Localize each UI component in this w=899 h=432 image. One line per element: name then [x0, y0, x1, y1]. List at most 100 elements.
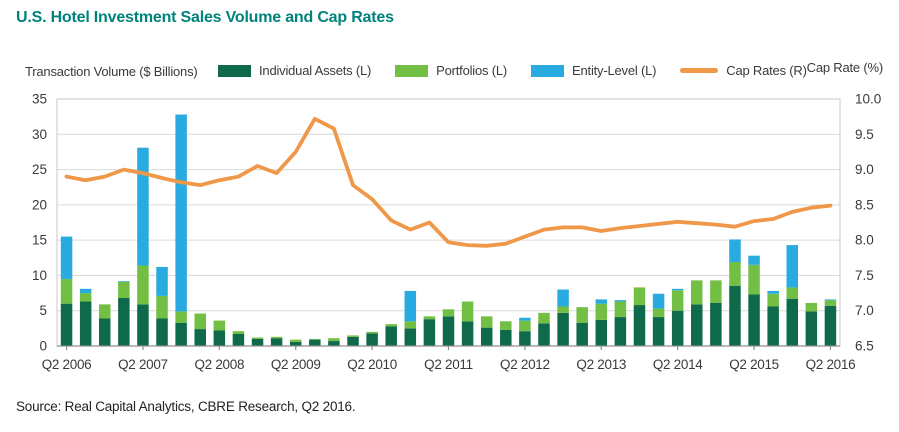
left-axis-tick-label: 30 — [32, 127, 47, 142]
bar-segment — [652, 317, 665, 346]
bar-segment — [213, 330, 226, 346]
bar-segment — [328, 338, 340, 342]
bar-segment — [500, 321, 512, 330]
bar-segment — [538, 312, 550, 324]
bar-segment — [748, 294, 760, 346]
source-note: Source: Real Capital Analytics, CBRE Res… — [16, 399, 356, 414]
bar-segment — [729, 286, 741, 346]
bar-segment — [213, 320, 226, 331]
bar-segment — [232, 331, 245, 335]
left-axis-tick-label: 0 — [39, 339, 47, 354]
bar-segment — [538, 323, 550, 346]
bar-segment — [289, 339, 302, 342]
bar-segment — [614, 300, 627, 302]
right-axis-tick-label: 9.5 — [855, 127, 874, 142]
bar-segment — [557, 289, 569, 307]
bar-segment — [519, 331, 531, 346]
bar-segment — [710, 280, 722, 303]
bar-segment — [118, 281, 130, 282]
legend-swatch-icon — [680, 68, 719, 73]
bar-segment — [270, 338, 283, 346]
bar-segment — [824, 300, 837, 306]
bar-segment — [748, 264, 760, 295]
bar-segment — [156, 318, 168, 346]
bar-segment — [347, 335, 359, 337]
bar-segment — [194, 329, 206, 346]
left-axis-tick-label: 5 — [39, 303, 47, 318]
bar-segment — [137, 265, 149, 305]
bar-segment — [118, 298, 130, 346]
bar-segment — [309, 338, 321, 340]
bar-segment — [366, 331, 378, 334]
bar-segment — [595, 299, 608, 304]
x-tick-label: Q2 2015 — [729, 357, 779, 372]
bar-segment — [652, 293, 665, 309]
x-tick-label: Q2 2013 — [576, 357, 626, 372]
bar-segment — [156, 266, 168, 296]
bar-segment — [79, 293, 92, 302]
bar-segment — [786, 245, 799, 288]
bar-segment — [576, 322, 588, 346]
bar-segment — [79, 288, 92, 294]
legend: Individual Assets (L) Portfolios (L) Entit… — [218, 63, 807, 78]
bar-segment — [404, 290, 417, 322]
bar-segment — [118, 281, 130, 299]
bar-segment — [748, 255, 760, 265]
bar-segment — [614, 317, 627, 346]
x-tick-label: Q2 2009 — [271, 357, 321, 372]
bar-segment — [633, 287, 646, 306]
legend-label: Portfolios (L) — [436, 63, 508, 78]
bar-segment — [60, 278, 73, 304]
bar-segment — [671, 310, 684, 346]
x-tick-label: Q2 2011 — [424, 357, 473, 372]
bar-segment — [60, 303, 73, 346]
bar-segment — [710, 302, 722, 346]
legend-swatch-icon — [395, 64, 429, 77]
bar-segment — [480, 327, 493, 346]
bar-segment — [614, 301, 627, 318]
right-axis-tick-label: 8.5 — [855, 197, 874, 212]
x-tick-label: Q2 2010 — [347, 357, 397, 372]
bar-segment — [595, 303, 608, 320]
cap-rate-line — [64, 116, 833, 248]
legend-item-1: Individual Assets (L) — [218, 63, 371, 78]
bar-segment — [98, 318, 111, 346]
x-tick-label: Q2 2016 — [806, 357, 856, 372]
bar-segment — [423, 316, 436, 320]
right-axis-tick-label: 7.5 — [855, 268, 874, 283]
bar-segment — [175, 114, 187, 312]
bar-segment — [633, 305, 646, 346]
legend-label: Entity-Level (L) — [572, 63, 657, 78]
left-axis-tick-label: 25 — [32, 162, 47, 177]
bar-segment — [385, 326, 397, 346]
bar-segment — [519, 320, 531, 332]
x-tick-label: Q2 2012 — [500, 357, 550, 372]
bar-segment — [60, 236, 73, 279]
bar-segment — [328, 341, 340, 346]
bar-segment — [309, 339, 321, 346]
x-tick-label: Q2 2006 — [42, 357, 92, 372]
bar-segment — [576, 307, 588, 323]
chart-title: U.S. Hotel Investment Sales Volume and C… — [16, 9, 394, 26]
bar-segment — [442, 316, 455, 346]
bar-segment — [423, 319, 436, 346]
bar-segment — [461, 321, 474, 346]
bar-segment — [557, 306, 569, 313]
bar-segment — [767, 306, 779, 346]
legend-item-3: Entity-Level (L) — [531, 63, 656, 78]
left-axis-tick-label: 15 — [32, 233, 47, 248]
bar-segment — [347, 336, 359, 346]
bar-segment — [691, 304, 703, 346]
bar-segment — [767, 293, 779, 307]
legend-swatch-icon — [531, 64, 565, 77]
bar-segment — [137, 304, 149, 346]
left-axis-tick-label: 10 — [32, 268, 47, 283]
right-axis-tick-label: 9.0 — [855, 162, 874, 177]
left-axis-tick-label: 20 — [32, 197, 47, 212]
bar-segment — [270, 336, 283, 339]
bar-segment — [385, 324, 397, 327]
bar-segment — [805, 311, 818, 346]
right-axis-title: Cap Rate (%) — [806, 60, 884, 75]
bar-segment — [500, 329, 512, 346]
